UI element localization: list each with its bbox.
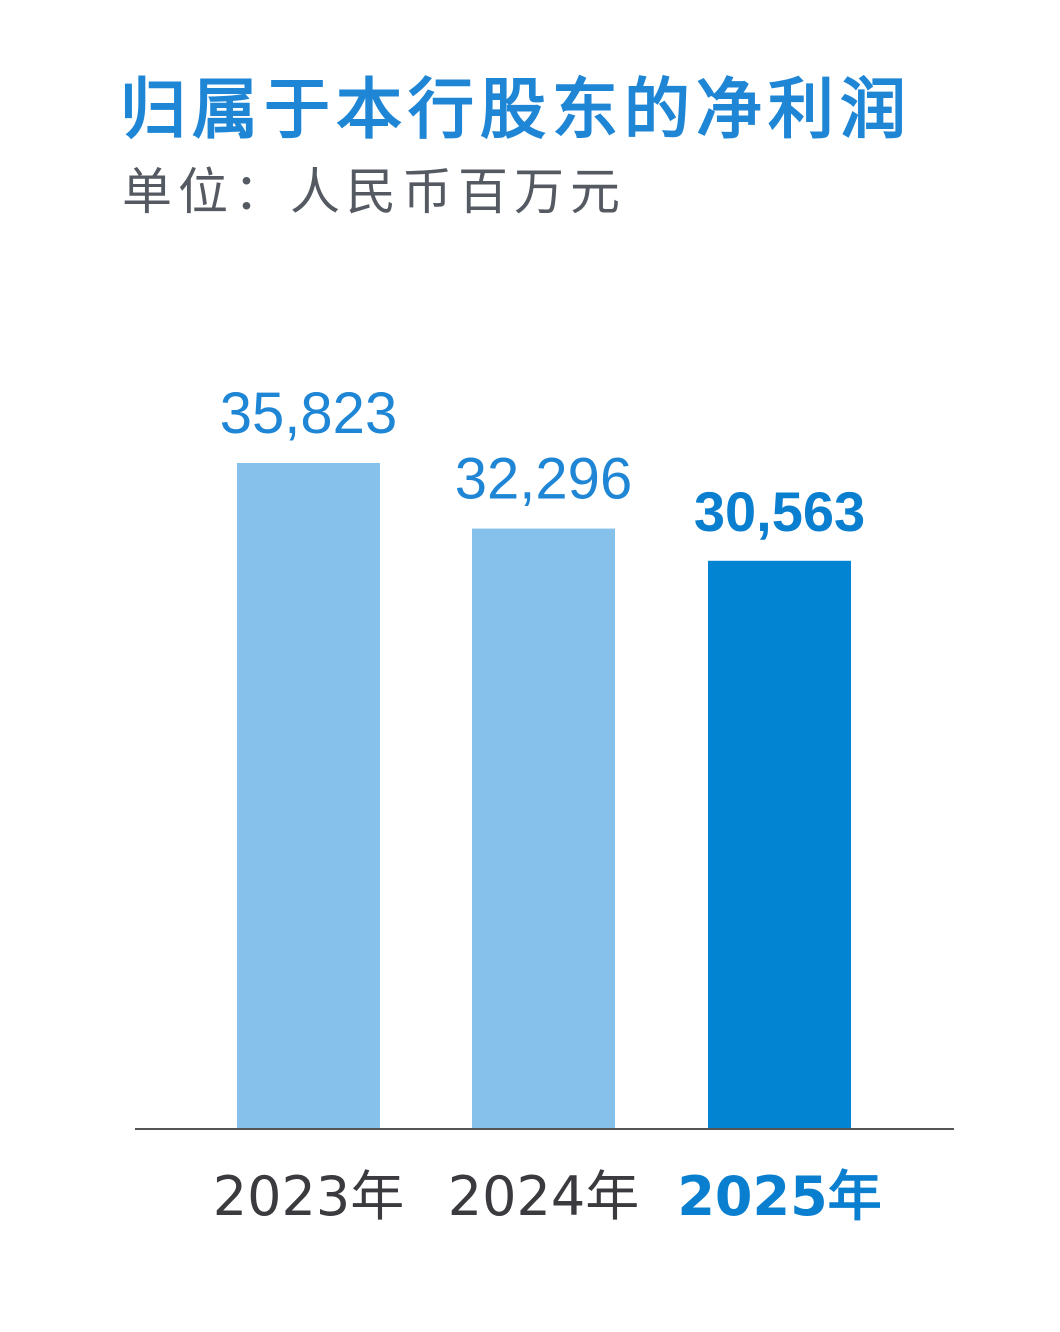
category-label-2: 2024年: [448, 1165, 639, 1228]
value-label-1: 35,823: [220, 381, 397, 446]
chart-subtitle: 单位：人民币百万元: [122, 163, 626, 221]
bar-3: [708, 560, 851, 1129]
bar-1: [237, 463, 380, 1129]
value-label-2: 32,296: [455, 447, 632, 512]
category-label-1: 2023年: [213, 1165, 404, 1228]
bar-2: [472, 528, 615, 1129]
category-label-3: 2025年: [677, 1165, 881, 1228]
value-label-3: 30,563: [694, 480, 865, 543]
chart-title: 归属于本行股东的净利润: [120, 71, 912, 148]
